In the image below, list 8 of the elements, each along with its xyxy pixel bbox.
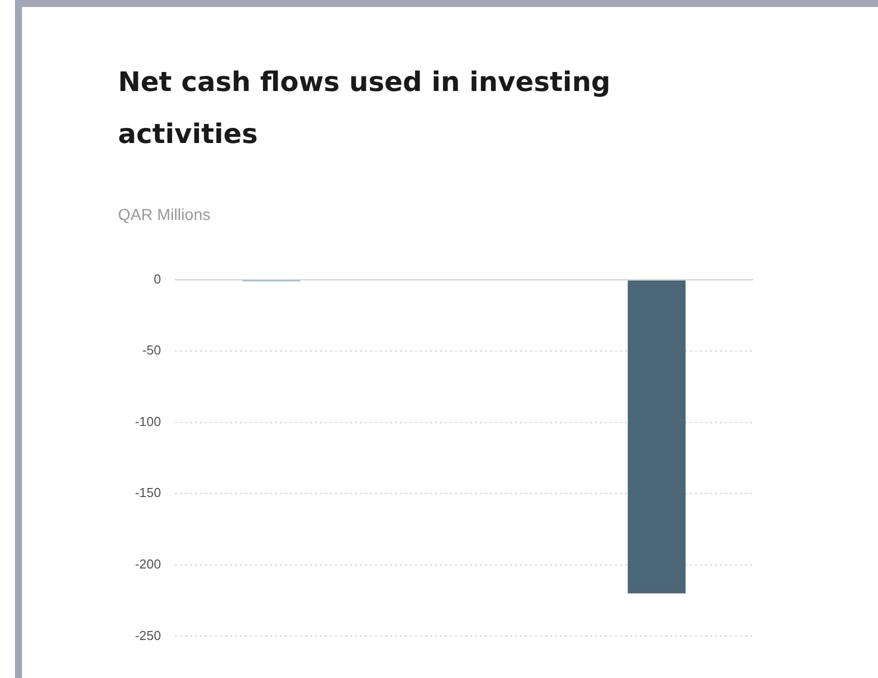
y-axis-title: QAR Millions (118, 207, 210, 225)
y-tick-label: -150 (134, 485, 161, 500)
y-tick-label: -200 (134, 556, 161, 572)
y-tick-label: -50 (142, 342, 161, 358)
y-tick-label: -250 (134, 628, 161, 643)
chart-title: Net cash flows used in investing activities (118, 66, 612, 152)
y-tick-label: 0 (154, 271, 161, 286)
y-tick-label: -100 (134, 414, 161, 429)
